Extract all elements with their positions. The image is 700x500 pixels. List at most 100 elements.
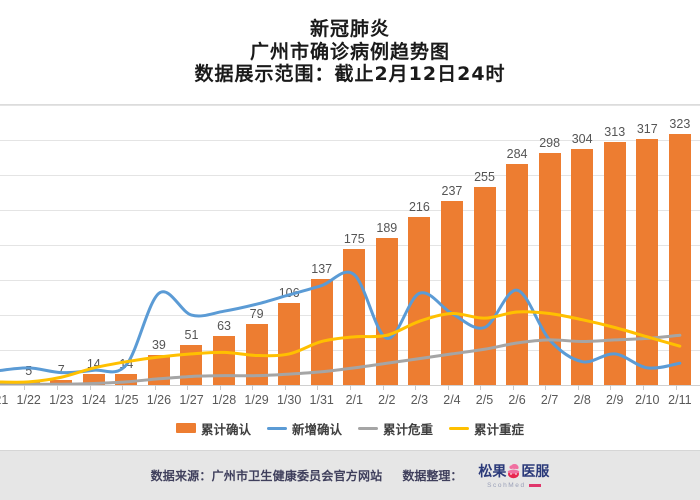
bar — [603, 141, 626, 385]
data-compiler-text: 数据整理： — [402, 468, 463, 483]
x-axis-label: 2/7 — [540, 393, 559, 407]
brand-name-left: 松果 — [478, 464, 507, 480]
x-tick — [643, 385, 645, 390]
bar — [571, 148, 594, 385]
bar — [440, 200, 463, 385]
x-axis-labels: 1/21 1/22 1/23 1/24 1/25 1/26 1/27 1/28 1/29 1/30… — [0, 393, 700, 413]
legend-label: 累计重症 — [474, 421, 525, 437]
chart-area: 5 7 14 14 39 51 63 79 106 137 175 189 216 237 255 284 29… — [0, 105, 700, 450]
brand-name-right: 医服 — [521, 464, 550, 480]
footer-divider — [0, 450, 700, 451]
x-axis-label: 1/24 — [81, 393, 106, 407]
pinecone-logo-icon — [505, 463, 522, 480]
bar — [636, 138, 659, 385]
x-axis-label: 2/6 — [508, 393, 526, 407]
gridline — [0, 210, 700, 211]
x-tick — [447, 385, 449, 390]
title-line-1: 新冠肺炎 — [309, 18, 390, 41]
x-tick — [382, 385, 384, 390]
x-axis-label: 2/2 — [378, 393, 396, 407]
bar — [278, 302, 301, 385]
x-tick — [252, 385, 254, 390]
gridline — [0, 245, 700, 246]
x-axis-label: 2/11 — [668, 393, 692, 407]
bar — [538, 153, 561, 385]
legend-item-新增确认[interactable]: 新增确认 — [266, 419, 342, 438]
x-tick — [187, 385, 189, 390]
x-axis-label: 2/8 — [573, 393, 591, 407]
footer-bar: 数据来源：广州市卫生健康委员会官方网站 数据整理： 松果 医服 — [0, 450, 700, 500]
bar-value-label: 189 — [376, 221, 398, 236]
bar-value-label: 63 — [217, 319, 231, 334]
legend-item-累计确认[interactable]: 累计确认 — [175, 419, 251, 438]
brand-logo: 松果 医服 ScohMed — [478, 461, 549, 489]
x-axis-label: 1/29 — [244, 393, 269, 407]
gridline — [0, 140, 700, 141]
x-axis-label: 2/3 — [410, 393, 429, 407]
x-axis-label: 1/21 — [0, 393, 9, 407]
x-tick — [317, 385, 319, 390]
x-axis-label: 1/23 — [49, 393, 74, 407]
x-tick — [610, 385, 612, 390]
legend-item-累计危重[interactable]: 累计危重 — [358, 419, 433, 438]
brand-subtitle: ScohMed — [487, 482, 526, 489]
x-tick — [545, 385, 547, 390]
x-axis-label: 2/4 — [443, 393, 461, 407]
x-tick — [24, 385, 26, 390]
x-tick — [219, 385, 221, 390]
bar-value-label: 323 — [669, 116, 691, 131]
legend-swatch-icon — [175, 423, 196, 433]
gridline — [0, 175, 700, 176]
gridline — [0, 105, 700, 106]
line-series-group — [0, 270, 682, 386]
bar — [213, 336, 236, 385]
bar-value-label: 255 — [474, 169, 495, 184]
bar — [310, 278, 333, 385]
brand-accent-dash — [528, 484, 541, 487]
legend-label: 累计危重 — [383, 421, 434, 437]
x-axis-label: 1/22 — [16, 393, 41, 407]
bar-value-label: 216 — [408, 200, 430, 215]
bar-value-label: 137 — [311, 261, 333, 276]
bar-value-label: 5 — [25, 364, 33, 379]
bar-value-label: 284 — [506, 147, 528, 162]
bar-value-label: 304 — [571, 131, 593, 146]
x-axis-ticks — [0, 385, 700, 391]
bar — [50, 379, 73, 385]
x-axis-label: 2/1 — [345, 393, 363, 407]
x-tick — [350, 385, 351, 390]
x-tick — [415, 385, 417, 390]
legend-item-累计重症[interactable]: 累计重症 — [449, 419, 524, 438]
x-tick — [56, 385, 58, 390]
bar-value-label: 79 — [249, 306, 264, 321]
bar-value-label: 317 — [636, 121, 658, 136]
x-axis-label: 1/27 — [179, 393, 204, 407]
bar-value-label: 313 — [604, 124, 626, 139]
x-tick — [675, 385, 677, 390]
x-axis-label: 2/5 — [475, 393, 494, 407]
bar — [375, 238, 398, 385]
legend-swatch-icon — [266, 426, 287, 430]
bar-value-label: 51 — [184, 328, 199, 343]
bar — [82, 374, 105, 385]
x-tick — [480, 385, 482, 390]
chart-title-block: 新冠肺炎 广州市确诊病例趋势图 数据展示范围：截止2月12日24时 — [0, 0, 700, 104]
x-axis-label: 1/30 — [276, 393, 302, 407]
bar-value-label: 237 — [441, 183, 463, 198]
bar — [473, 186, 496, 385]
bar-value-label: 175 — [343, 232, 365, 246]
x-tick — [512, 385, 514, 390]
x-tick — [89, 385, 91, 390]
legend-label: 累计确认 — [200, 421, 251, 437]
x-axis-label: 1/26 — [146, 393, 172, 407]
plot-area: 5 7 14 14 39 51 63 79 106 137 175 189 216 237 255 284 29… — [0, 105, 700, 407]
x-tick — [154, 385, 156, 390]
x-axis-label: 1/31 — [309, 393, 334, 407]
brand-subtitle-row: ScohMed — [487, 482, 541, 489]
title-divider — [0, 104, 700, 105]
bar-value-label: 39 — [151, 337, 166, 352]
x-axis-label: 2/10 — [635, 393, 660, 407]
line-累计危重 — [0, 333, 682, 386]
x-axis-label: 2/9 — [606, 393, 624, 407]
